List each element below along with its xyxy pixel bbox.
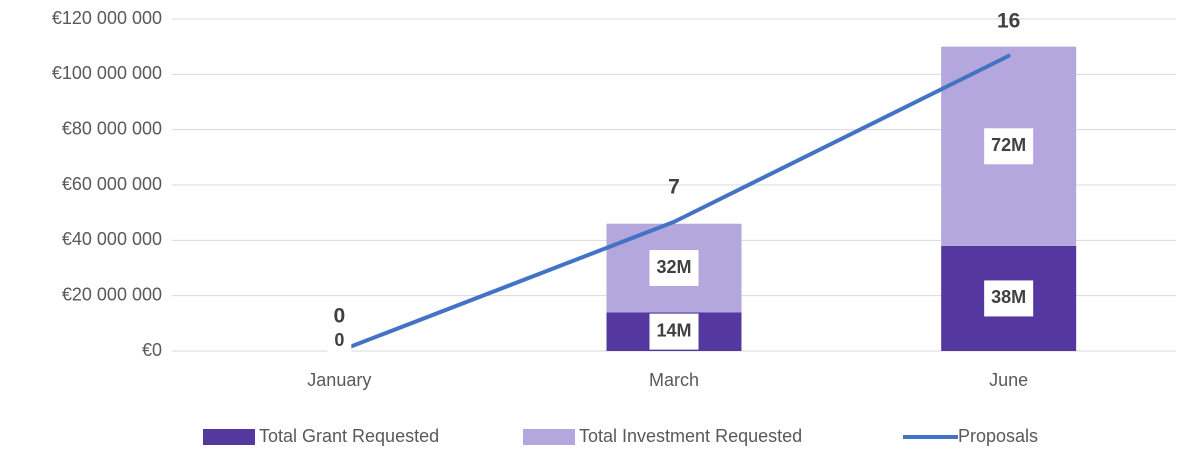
- line-data-label: 0: [333, 305, 345, 328]
- data-label-box: [649, 250, 699, 286]
- data-label: 0: [327, 323, 352, 359]
- data-label: 14M: [649, 313, 699, 350]
- data-label: 38M: [984, 280, 1034, 317]
- data-label-box: [984, 280, 1034, 317]
- data-label-text: 14M: [656, 320, 691, 340]
- y-tick-label: €20 000 000: [62, 284, 162, 304]
- data-label-box: [327, 323, 352, 359]
- legend-label: Total Investment Requested: [579, 426, 802, 446]
- legend-label: Total Grant Requested: [259, 426, 439, 446]
- data-label-text: 38M: [991, 287, 1026, 307]
- y-tick-label: €40 000 000: [62, 229, 162, 249]
- data-label-text: 72M: [991, 135, 1026, 155]
- line-data-label: 7: [668, 175, 680, 198]
- line-series: [337, 53, 1011, 353]
- legend-swatch: [523, 429, 575, 445]
- data-label: 32M: [649, 250, 699, 286]
- x-tick-label: June: [989, 370, 1028, 390]
- y-tick-label: €80 000 000: [62, 118, 162, 138]
- y-tick-label: €60 000 000: [62, 174, 162, 194]
- x-tick-label: January: [307, 370, 371, 390]
- data-label-box: [649, 313, 699, 350]
- y-tick-label: €120 000 000: [52, 8, 162, 28]
- y-tick-label: €100 000 000: [52, 63, 162, 83]
- legend-label: Proposals: [958, 426, 1038, 446]
- line-data-label: 16: [997, 9, 1020, 32]
- data-label-box: [984, 128, 1034, 165]
- legend-swatch: [203, 429, 255, 445]
- x-tick-label: March: [649, 370, 699, 390]
- data-label-text: 32M: [656, 257, 691, 277]
- data-label: 72M: [984, 128, 1034, 165]
- y-tick-label: €0: [142, 340, 162, 360]
- data-label-text: 0: [334, 330, 344, 350]
